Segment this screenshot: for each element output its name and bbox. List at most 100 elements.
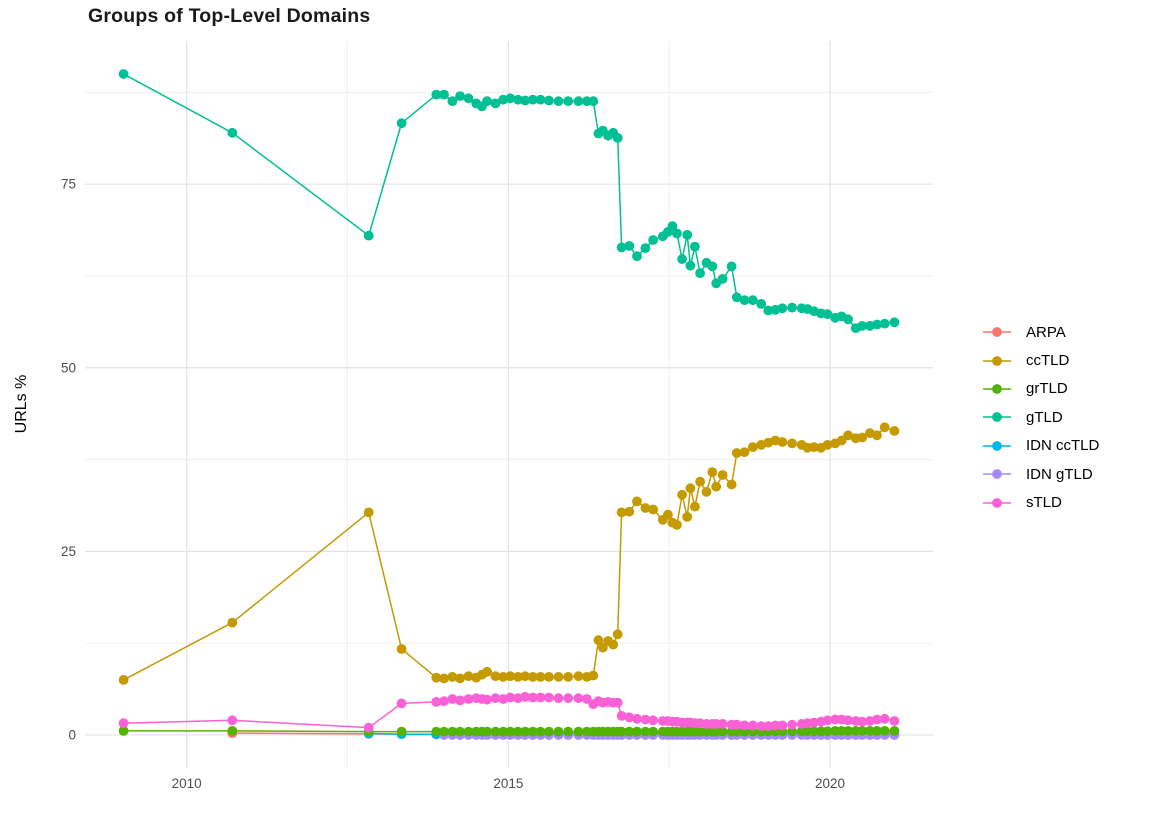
data-point-gtld: [553, 96, 564, 107]
data-point-stld: [544, 692, 554, 703]
data-point-cctld: [879, 422, 890, 433]
legend-item-cctld: ccTLD: [980, 346, 1099, 374]
data-point-cctld: [731, 448, 742, 458]
data-point-cctld: [482, 666, 492, 677]
data-point-grtld: [227, 726, 238, 736]
legend-item-arpa: ARPA: [980, 318, 1099, 346]
data-point-cctld: [527, 672, 538, 682]
data-point-gtld: [482, 96, 492, 107]
data-point-gtld: [707, 261, 718, 272]
data-point-stld: [777, 720, 788, 731]
data-point-grtld: [505, 726, 516, 737]
data-point-cctld: [396, 644, 407, 654]
data-point-stld: [756, 721, 767, 731]
data-point-stld: [770, 720, 781, 731]
data-point-grtld: [513, 726, 523, 737]
y-tick-label: 25: [61, 544, 76, 559]
data-point-gtld: [431, 89, 442, 100]
data-point-stld: [573, 693, 584, 704]
data-point-gtld: [616, 242, 627, 253]
data-point-gtld: [739, 295, 750, 306]
data-point-grtld: [573, 726, 584, 737]
data-point-grtld: [616, 726, 627, 737]
data-point-cctld: [544, 672, 554, 682]
legend-item-stld: sTLD: [980, 488, 1099, 516]
data-point-gtld: [682, 230, 693, 240]
data-point-gtld: [843, 314, 853, 325]
data-point-grtld: [640, 726, 651, 737]
data-point-stld: [843, 715, 853, 726]
legend-item-idn-gtld: IDN gTLD: [980, 460, 1099, 488]
data-point-gtld: [588, 96, 599, 107]
data-point-stld: [447, 694, 458, 704]
data-point-gtld: [731, 292, 742, 303]
data-point-grtld: [527, 726, 538, 737]
data-point-stld: [640, 714, 651, 725]
data-point-cctld: [118, 675, 129, 685]
data-point-cctld: [695, 476, 705, 487]
data-point-cctld: [455, 673, 465, 684]
data-point-gtld: [227, 127, 238, 138]
chart-title: Groups of Top-Level Domains: [88, 5, 371, 27]
legend-key-icon: [983, 440, 1011, 451]
data-point-grtld: [447, 726, 458, 737]
data-point-grtld: [809, 726, 819, 737]
data-point-grtld: [482, 726, 492, 737]
data-point-gtld: [717, 274, 728, 284]
data-point-stld: [527, 692, 538, 703]
data-point-stld: [439, 696, 449, 707]
legend-item-label: grTLD: [1026, 380, 1068, 398]
data-point-cctld: [739, 447, 750, 458]
data-point-cctld: [439, 673, 449, 684]
data-point-gtld: [690, 241, 700, 252]
data-point-cctld: [857, 432, 868, 443]
data-point-grtld: [865, 726, 875, 736]
data-point-gtld: [632, 251, 642, 262]
data-point-cctld: [431, 672, 442, 683]
data-point-gtld: [667, 221, 678, 232]
data-point-cctld: [640, 503, 651, 513]
legend-item-idn-cctld: IDN ccTLD: [980, 432, 1099, 460]
data-point-grtld: [857, 726, 868, 736]
data-point-gtld: [777, 303, 788, 314]
legend-item-label: gTLD: [1026, 408, 1063, 426]
y-axis-label: URLs %: [13, 374, 30, 434]
data-point-stld: [363, 722, 374, 733]
data-point-stld: [624, 712, 635, 723]
legend: ARPA ccTLD grTLD gTLD IDN ccTLD IDN gTLD sTLD: [980, 318, 1099, 517]
data-point-cctld: [889, 426, 900, 436]
data-point-cctld: [616, 507, 627, 518]
data-point-cctld: [685, 483, 696, 494]
data-point-grtld: [624, 726, 635, 737]
data-point-gtld: [685, 260, 696, 271]
data-point-gtld: [763, 305, 774, 316]
legend-item-grtld: grTLD: [980, 375, 1099, 403]
data-point-gtld: [439, 89, 449, 100]
legend-item-label: IDN ccTLD: [1026, 437, 1100, 455]
legend-key-icon: [983, 384, 1011, 394]
data-point-cctld: [677, 489, 687, 500]
data-point-gtld: [726, 261, 737, 272]
data-point-cctld: [490, 671, 501, 682]
data-point-gtld: [455, 91, 465, 101]
data-point-grtld: [490, 726, 501, 737]
legend-item-label: ARPA: [1026, 323, 1066, 341]
data-point-stld: [490, 693, 501, 704]
data-point-gtld: [879, 318, 890, 329]
data-point-stld: [396, 698, 407, 709]
data-point-grtld: [520, 726, 530, 737]
data-point-stld: [612, 697, 623, 708]
data-point-stld: [717, 719, 728, 729]
data-point-cctld: [513, 672, 523, 682]
legend-item-label: ccTLD: [1026, 352, 1070, 370]
data-point-cctld: [682, 512, 693, 522]
data-point-cctld: [843, 430, 853, 441]
data-point-cctld: [663, 509, 673, 520]
data-point-cctld: [553, 672, 564, 682]
data-point-stld: [227, 715, 238, 726]
data-point-grtld: [431, 726, 442, 737]
data-point-stld: [648, 715, 658, 726]
data-point-stld: [763, 721, 774, 731]
data-point-gtld: [490, 98, 501, 109]
